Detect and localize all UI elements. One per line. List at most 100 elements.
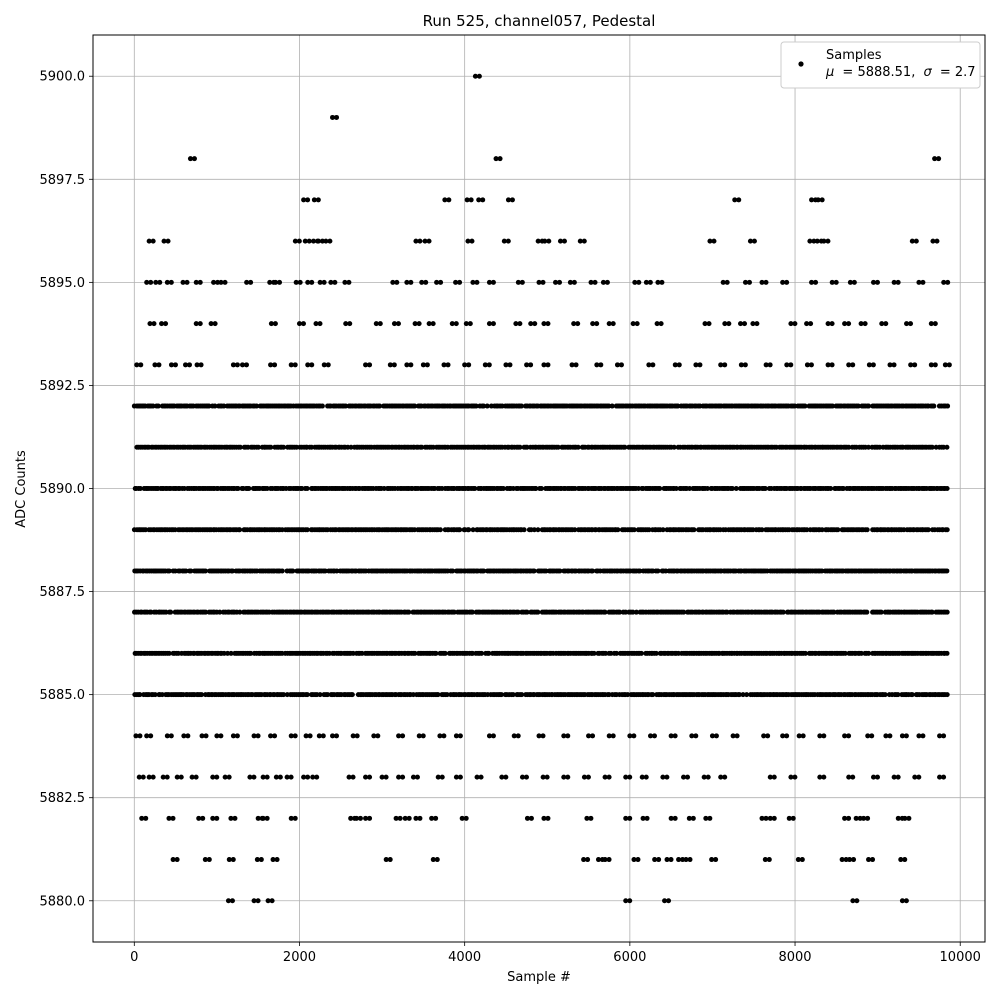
data-point (637, 568, 643, 574)
data-point (166, 815, 172, 821)
data-point (536, 279, 542, 285)
x-tick-label: 6000 (613, 950, 646, 965)
data-point (643, 774, 649, 780)
data-point (202, 568, 208, 574)
data-point (225, 898, 231, 904)
data-point (505, 238, 511, 244)
data-point (882, 692, 888, 698)
data-point (855, 403, 861, 409)
data-point (545, 362, 551, 368)
data-point (762, 486, 768, 491)
data-point (426, 321, 432, 327)
data-point (264, 486, 270, 491)
data-point (676, 362, 682, 368)
data-point (693, 733, 699, 739)
data-point (866, 857, 872, 863)
data-point (166, 650, 172, 656)
data-point (610, 733, 616, 739)
data-point (297, 279, 303, 285)
data-point (588, 815, 594, 821)
data-point (545, 815, 551, 821)
data-point (255, 898, 261, 904)
data-point (902, 815, 908, 821)
data-point (367, 774, 373, 780)
data-point (804, 321, 810, 327)
data-point (929, 444, 935, 450)
data-point (865, 815, 871, 821)
data-point (138, 362, 144, 368)
data-point (903, 898, 909, 904)
data-point (686, 815, 692, 821)
data-point (226, 857, 232, 863)
data-point (846, 321, 852, 327)
data-point (269, 898, 275, 904)
data-point (281, 692, 287, 698)
data-point (349, 692, 355, 698)
data-point (193, 279, 199, 285)
data-point (814, 238, 820, 244)
data-point (932, 362, 938, 368)
data-point (330, 114, 336, 120)
data-point (524, 444, 530, 450)
data-point (148, 733, 154, 739)
data-point (683, 857, 689, 863)
data-point (813, 279, 819, 285)
data-point (546, 238, 552, 244)
data-point (153, 279, 159, 285)
data-point (288, 733, 294, 739)
data-point (871, 279, 876, 285)
data-point (738, 362, 744, 368)
data-point (387, 362, 393, 368)
data-point (631, 527, 637, 533)
data-point (160, 774, 166, 780)
data-point (540, 279, 546, 285)
data-point (543, 568, 549, 574)
data-point (929, 609, 935, 615)
data-point (634, 321, 640, 327)
data-point (296, 321, 302, 327)
data-point (930, 238, 936, 244)
data-point (188, 568, 194, 574)
data-point (909, 238, 915, 244)
data-point (934, 238, 940, 244)
data-point (821, 733, 827, 739)
data-point (736, 197, 742, 203)
data-point (290, 568, 296, 574)
data-point (854, 898, 860, 904)
data-point (895, 815, 901, 821)
data-point (314, 774, 320, 780)
data-point (373, 321, 379, 327)
data-point (730, 733, 736, 739)
data-point (234, 362, 240, 368)
data-point (883, 733, 889, 739)
data-point (636, 279, 642, 285)
data-point (535, 609, 541, 615)
data-point (857, 815, 863, 821)
data-point (217, 609, 223, 615)
data-point (277, 279, 283, 285)
data-point (150, 403, 156, 409)
data-point (367, 815, 373, 821)
data-point (466, 362, 472, 368)
data-point (625, 692, 631, 698)
data-point (602, 857, 608, 863)
data-point (444, 692, 450, 698)
data-point (744, 692, 750, 698)
data-point (846, 774, 852, 780)
data-point (400, 774, 406, 780)
data-point (159, 692, 165, 698)
data-point (581, 857, 587, 863)
data-point (809, 279, 815, 285)
data-point (920, 279, 926, 285)
data-point (916, 774, 922, 780)
data-point (780, 733, 786, 739)
data-point (942, 362, 948, 368)
y-axis-ticks: 5880.0 5882.5 5885.0 5887.5 5890.0 5892.5 5895… (40, 70, 93, 909)
data-point (851, 857, 857, 863)
y-tick-label: 5882.5 (40, 791, 86, 806)
data-point (172, 362, 178, 368)
data-point (866, 362, 872, 368)
data-point (592, 279, 598, 285)
data-point (408, 279, 414, 285)
data-point (738, 321, 744, 327)
